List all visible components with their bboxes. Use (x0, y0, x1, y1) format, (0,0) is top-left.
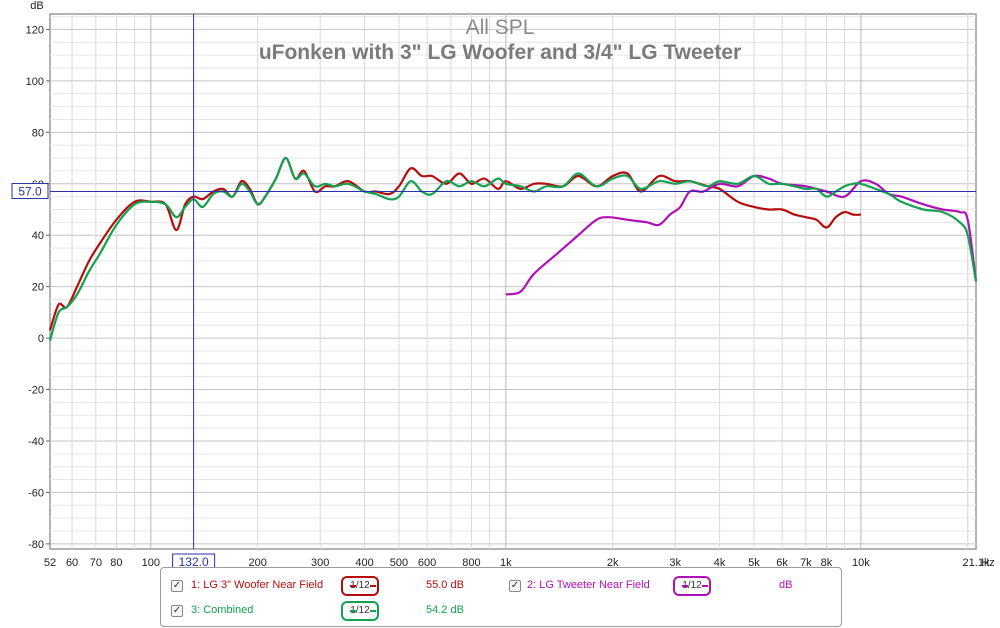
combined-smoothing-label: 1/12 (350, 605, 370, 616)
series-line-1 (48, 156, 861, 331)
x-tick-label: 21.1k (963, 557, 990, 569)
x-tick-label: 60 (66, 557, 78, 569)
woofer-smoothing-label: 1/12 (350, 580, 370, 591)
x-tick-label: 400 (355, 557, 373, 569)
y-tick-label: 120 (26, 24, 44, 36)
legend: ✓ 1: LG 3" Woofer Near Field 1/12 55.0 d… (160, 567, 842, 627)
tweeter-smoothing-label: 1/12 (682, 580, 702, 591)
series-layer (48, 156, 978, 342)
chart-title: All SPL (466, 16, 535, 39)
axis-ticks: 120100806040200-20-40-60-805260708010020… (26, 24, 990, 569)
cursor-y-badge (11, 182, 49, 199)
y-tick-label: -60 (28, 487, 44, 499)
x-tick-label: 10k (852, 557, 870, 569)
woofer-value: 55.0 dB (426, 579, 464, 591)
legend-item-tweeter: ✓ 2: LG Tweeter Near Field 1/12 dB (509, 576, 829, 596)
x-tick-label: 4k (714, 557, 726, 569)
x-tick-label: 800 (462, 557, 480, 569)
y-tick-label: -20 (28, 385, 44, 397)
plot-area[interactable] (49, 13, 977, 550)
chart-subtitle: uFonken with 3" LG Woofer and 3/4" LG Tw… (259, 41, 741, 64)
y-tick-label: -40 (28, 436, 44, 448)
x-tick-label: 500 (390, 557, 408, 569)
cursor-x-label: 132.0 (179, 555, 209, 569)
series-line-3 (48, 156, 978, 342)
x-tick-label: 52 (44, 557, 56, 569)
x-tick-label: 2k (607, 557, 619, 569)
y-tick-label: -80 (28, 539, 44, 551)
tweeter-smoothing-button[interactable]: 1/12 (673, 576, 711, 596)
y-tick-label: 40 (32, 230, 44, 242)
woofer-smoothing-button[interactable]: 1/12 (341, 576, 379, 596)
tweeter-label: 2: LG Tweeter Near Field (527, 579, 650, 591)
x-tick-label: 200 (249, 557, 267, 569)
legend-item-woofer: ✓ 1: LG 3" Woofer Near Field 1/12 55.0 d… (171, 576, 511, 596)
cursor-y-label: 57.0 (18, 184, 42, 198)
y-tick-label: 100 (26, 76, 44, 88)
x-tick-label: 300 (311, 557, 329, 569)
combined-value: 54.2 dB (426, 604, 464, 616)
x-axis-unit: Hz (981, 557, 994, 569)
y-axis-unit: dB (30, 0, 43, 12)
combined-label: 3: Combined (191, 604, 254, 616)
y-tick-label: 20 (32, 282, 44, 294)
y-tick-label: 80 (32, 127, 44, 139)
x-tick-label: 5k (748, 557, 760, 569)
x-tick-label: 8k (821, 557, 833, 569)
x-tick-label: 70 (90, 557, 102, 569)
x-tick-label: 6k (776, 557, 788, 569)
combined-smoothing-button[interactable]: 1/12 (341, 601, 379, 621)
combined-checkbox[interactable]: ✓ (171, 605, 183, 617)
x-tick-label: 7k (800, 557, 812, 569)
x-tick-label: 100 (142, 557, 160, 569)
x-tick-label: 600 (418, 557, 436, 569)
grid (50, 14, 976, 549)
tweeter-value: dB (779, 579, 793, 591)
y-tick-label: 0 (38, 333, 44, 345)
x-tick-label: 80 (110, 557, 122, 569)
woofer-label: 1: LG 3" Woofer Near Field (191, 579, 324, 591)
woofer-checkbox[interactable]: ✓ (171, 580, 183, 592)
legend-item-combined: ✓ 3: Combined 1/12 54.2 dB (171, 601, 511, 621)
tweeter-checkbox[interactable]: ✓ (509, 580, 521, 592)
x-tick-label: 1k (500, 557, 512, 569)
series-line-2 (505, 174, 978, 296)
cursor[interactable]: 57.0 132.0 (11, 14, 976, 570)
x-tick-label: 3k (669, 557, 681, 569)
